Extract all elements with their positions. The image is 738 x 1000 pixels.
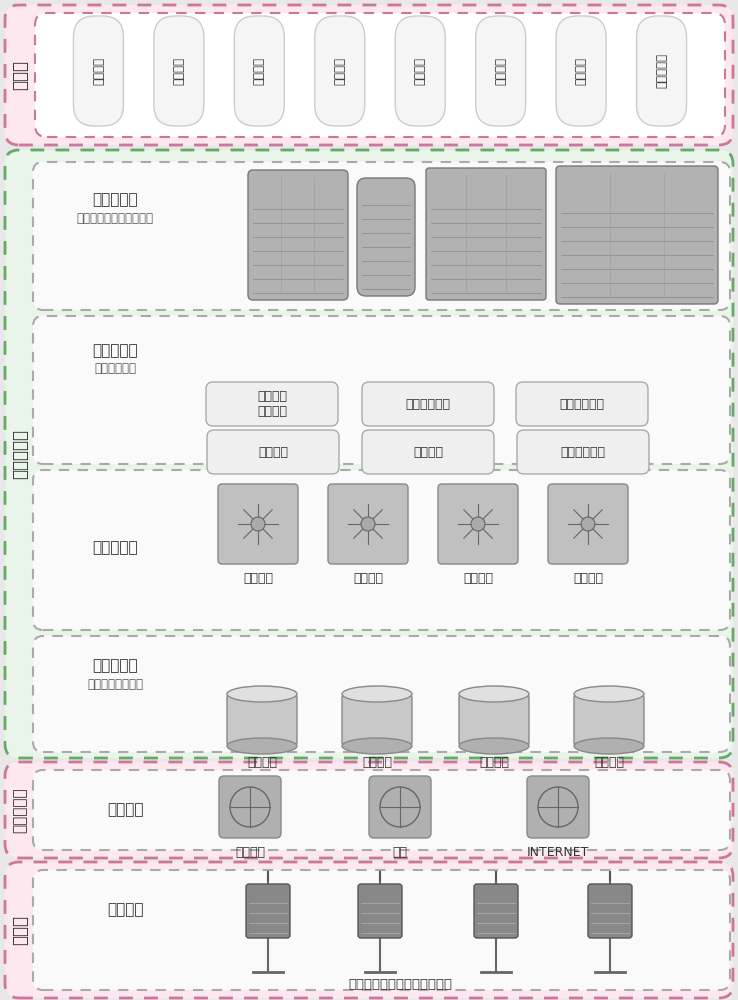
Text: 监测数据: 监测数据 xyxy=(479,756,509,768)
Text: 应急立案: 应急立案 xyxy=(575,57,587,85)
Ellipse shape xyxy=(342,738,412,754)
FancyBboxPatch shape xyxy=(328,484,408,564)
Text: 排放趋势预警: 排放趋势预警 xyxy=(405,397,450,410)
FancyBboxPatch shape xyxy=(548,484,628,564)
Text: 移动网络: 移动网络 xyxy=(235,846,265,858)
Text: 排污收费: 排污收费 xyxy=(253,57,266,85)
Text: 实时数据监测: 实时数据监测 xyxy=(560,446,605,458)
Text: 空气质量
超标报警: 空气质量 超标报警 xyxy=(257,390,287,418)
FancyBboxPatch shape xyxy=(33,316,730,464)
FancyBboxPatch shape xyxy=(74,16,123,126)
FancyBboxPatch shape xyxy=(556,166,718,304)
Text: 设备信息: 设备信息 xyxy=(362,756,392,768)
Circle shape xyxy=(581,517,595,531)
FancyBboxPatch shape xyxy=(33,770,730,850)
FancyBboxPatch shape xyxy=(246,884,290,938)
FancyBboxPatch shape xyxy=(248,170,348,300)
FancyBboxPatch shape xyxy=(219,776,281,838)
Text: （数据资源整合）: （数据资源整合） xyxy=(87,678,143,690)
Text: （用户操作的人机界面）: （用户操作的人机界面） xyxy=(77,213,154,226)
FancyBboxPatch shape xyxy=(33,636,730,752)
FancyBboxPatch shape xyxy=(527,776,589,838)
FancyBboxPatch shape xyxy=(342,694,412,746)
Text: 其它数据: 其它数据 xyxy=(594,756,624,768)
FancyBboxPatch shape xyxy=(358,884,402,938)
FancyBboxPatch shape xyxy=(588,884,632,938)
Ellipse shape xyxy=(227,738,297,754)
FancyBboxPatch shape xyxy=(235,16,284,126)
Text: 决策管理: 决策管理 xyxy=(258,446,288,458)
Text: 数据检索: 数据检索 xyxy=(463,572,493,584)
FancyBboxPatch shape xyxy=(227,694,297,746)
FancyBboxPatch shape xyxy=(362,430,494,474)
Text: 统计查询: 统计查询 xyxy=(413,446,443,458)
FancyBboxPatch shape xyxy=(35,13,725,137)
Text: 环境信访: 环境信访 xyxy=(494,57,507,85)
FancyBboxPatch shape xyxy=(315,16,365,126)
Text: 数据通信: 数据通信 xyxy=(573,572,603,584)
Text: 监测设备: 监测设备 xyxy=(107,902,143,918)
FancyBboxPatch shape xyxy=(206,382,338,426)
FancyBboxPatch shape xyxy=(33,470,730,630)
Text: 海量存储: 海量存储 xyxy=(353,572,383,584)
Ellipse shape xyxy=(227,686,297,702)
Ellipse shape xyxy=(574,686,644,702)
FancyBboxPatch shape xyxy=(556,16,606,126)
Text: 应用支撑层: 应用支撑层 xyxy=(92,540,138,556)
Text: 环境评估: 环境评估 xyxy=(92,57,105,85)
FancyBboxPatch shape xyxy=(207,430,339,474)
Text: 应用服务层: 应用服务层 xyxy=(11,429,29,479)
Text: 网络传输层: 网络传输层 xyxy=(13,787,27,833)
Text: 历史数据检索: 历史数据检索 xyxy=(559,397,604,410)
Ellipse shape xyxy=(459,738,529,754)
FancyBboxPatch shape xyxy=(476,16,525,126)
Ellipse shape xyxy=(574,738,644,754)
FancyBboxPatch shape xyxy=(369,776,431,838)
Text: （业务处理）: （业务处理） xyxy=(94,362,136,375)
Text: 排污许可: 排污许可 xyxy=(173,57,185,85)
FancyBboxPatch shape xyxy=(5,762,733,858)
Text: 点位信息: 点位信息 xyxy=(247,756,277,768)
Text: 感知层: 感知层 xyxy=(11,915,29,945)
Circle shape xyxy=(471,517,485,531)
FancyBboxPatch shape xyxy=(396,16,445,126)
Text: 污染源建档: 污染源建档 xyxy=(655,53,668,89)
FancyBboxPatch shape xyxy=(459,694,529,746)
Ellipse shape xyxy=(459,686,529,702)
Text: INTERNET: INTERNET xyxy=(527,846,589,858)
Text: 行政处罚: 行政处罚 xyxy=(414,57,427,85)
Text: 信息安全: 信息安全 xyxy=(243,572,273,584)
FancyBboxPatch shape xyxy=(426,168,546,300)
Text: 应用展示层: 应用展示层 xyxy=(92,192,138,208)
Ellipse shape xyxy=(342,686,412,702)
Text: 决策层: 决策层 xyxy=(11,60,29,90)
FancyBboxPatch shape xyxy=(33,870,730,990)
Text: 应用实例层: 应用实例层 xyxy=(92,344,138,359)
FancyBboxPatch shape xyxy=(474,884,518,938)
Text: 专网: 专网 xyxy=(393,846,407,858)
FancyBboxPatch shape xyxy=(438,484,518,564)
FancyBboxPatch shape xyxy=(517,430,649,474)
FancyBboxPatch shape xyxy=(5,5,733,145)
Text: 监察执法: 监察执法 xyxy=(334,57,346,85)
Circle shape xyxy=(251,517,265,531)
FancyBboxPatch shape xyxy=(5,862,733,998)
FancyBboxPatch shape xyxy=(637,16,686,126)
FancyBboxPatch shape xyxy=(5,150,733,758)
FancyBboxPatch shape xyxy=(33,162,730,310)
FancyBboxPatch shape xyxy=(154,16,204,126)
FancyBboxPatch shape xyxy=(362,382,494,426)
FancyBboxPatch shape xyxy=(574,694,644,746)
FancyBboxPatch shape xyxy=(218,484,298,564)
FancyBboxPatch shape xyxy=(516,382,648,426)
FancyBboxPatch shape xyxy=(357,178,415,296)
Circle shape xyxy=(361,517,375,531)
Text: 基础数据库: 基础数据库 xyxy=(92,658,138,674)
Text: 区域空气质量在线监测分析仪: 区域空气质量在线监测分析仪 xyxy=(348,978,452,990)
Text: 网络传输: 网络传输 xyxy=(107,802,143,818)
